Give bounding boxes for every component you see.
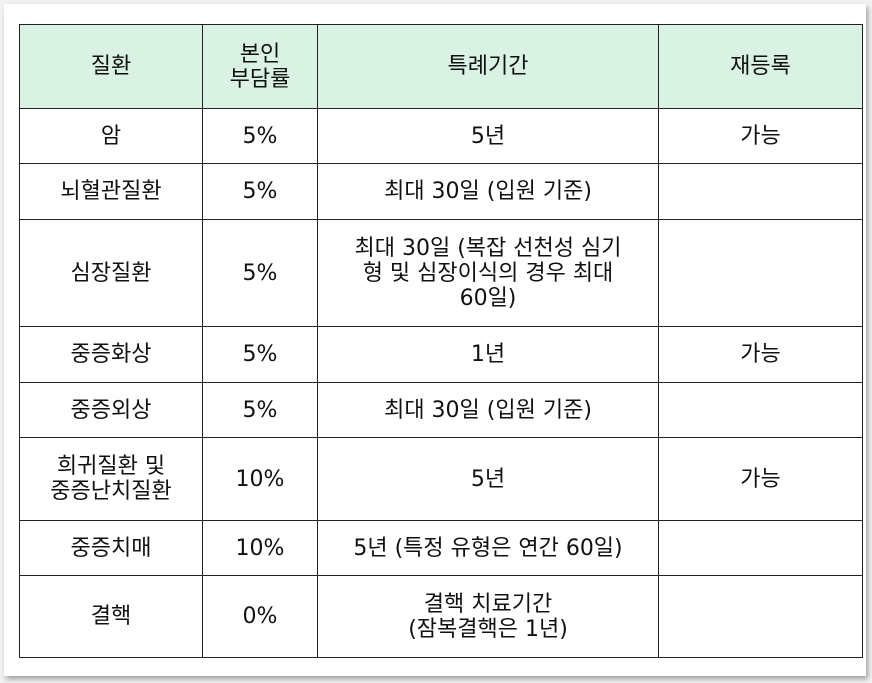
table-row: 뇌혈관질환 5% 최대 30일 (입원 기준) <box>19 163 863 220</box>
cell-period: 1년 <box>317 326 659 383</box>
cell-disease: 암 <box>19 108 203 164</box>
cell-copay: 5% <box>202 219 318 327</box>
cell-copay: 10% <box>202 437 318 521</box>
cell-copay: 0% <box>202 575 318 658</box>
cell-disease: 뇌혈관질환 <box>19 163 203 220</box>
cell-disease: 중증치매 <box>19 520 203 576</box>
cell-period: 최대 30일 (입원 기준) <box>317 382 659 438</box>
cell-period: 최대 30일 (입원 기준) <box>317 163 659 220</box>
cell-copay: 10% <box>202 520 318 576</box>
cell-disease: 중증외상 <box>19 382 203 438</box>
table-row: 결핵 0% 결핵 치료기간 (잠복결핵은 1년) <box>19 575 863 658</box>
cell-disease: 희귀질환 및 중증난치질환 <box>19 437 203 521</box>
cell-reregister: 가능 <box>658 437 863 521</box>
header-row: 질환 본인 부담률 특례기간 재등록 <box>19 24 863 109</box>
cell-copay: 5% <box>202 326 318 383</box>
table-row: 심장질환 5% 최대 30일 (복잡 선천성 심기 형 및 심장이식의 경우 최대… <box>19 219 863 327</box>
cell-period: 최대 30일 (복잡 선천성 심기 형 및 심장이식의 경우 최대 60일) <box>317 219 659 327</box>
cell-reregister <box>658 163 863 220</box>
cell-copay: 5% <box>202 382 318 438</box>
header-period: 특례기간 <box>317 24 659 109</box>
cell-disease: 중증화상 <box>19 326 203 383</box>
table-row: 중증외상 5% 최대 30일 (입원 기준) <box>19 382 863 438</box>
cell-period: 5년 (특정 유형은 연간 60일) <box>317 520 659 576</box>
cell-reregister: 가능 <box>658 108 863 164</box>
header-reregister: 재등록 <box>658 24 863 109</box>
cell-reregister <box>658 520 863 576</box>
cell-reregister <box>658 382 863 438</box>
table-row: 중증치매 10% 5년 (특정 유형은 연간 60일) <box>19 520 863 576</box>
cell-reregister <box>658 219 863 327</box>
table-row: 암 5% 5년 가능 <box>19 108 863 164</box>
cell-period: 5년 <box>317 108 659 164</box>
table-row: 중증화상 5% 1년 가능 <box>19 326 863 383</box>
cell-reregister <box>658 575 863 658</box>
table-row: 희귀질환 및 중증난치질환 10% 5년 가능 <box>19 437 863 521</box>
cell-period: 결핵 치료기간 (잠복결핵은 1년) <box>317 575 659 658</box>
cell-disease: 결핵 <box>19 575 203 658</box>
cell-copay: 5% <box>202 108 318 164</box>
cell-period: 5년 <box>317 437 659 521</box>
cell-reregister: 가능 <box>658 326 863 383</box>
cell-copay: 5% <box>202 163 318 220</box>
header-copay: 본인 부담률 <box>202 24 318 109</box>
table-card: 질환 본인 부담률 특례기간 재등록 암 5% 5년 가능 뇌혈관질환 5% 최대… <box>4 4 866 676</box>
special-case-table: 질환 본인 부담률 특례기간 재등록 암 5% 5년 가능 뇌혈관질환 5% 최대… <box>19 24 863 658</box>
cell-disease: 심장질환 <box>19 219 203 327</box>
header-disease: 질환 <box>19 24 203 109</box>
